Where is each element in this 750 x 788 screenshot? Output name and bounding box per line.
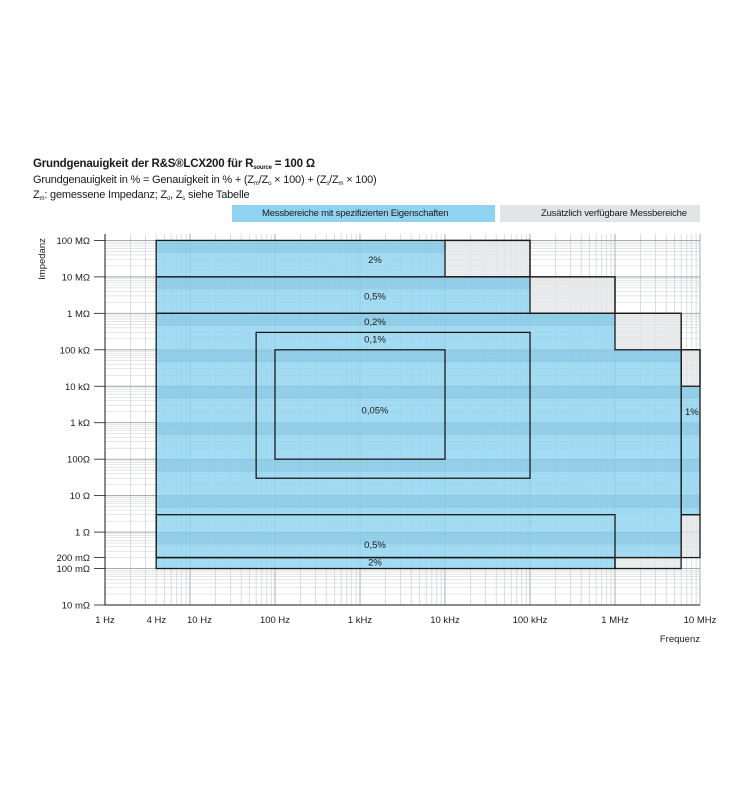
row-band — [156, 386, 700, 399]
x-tick-label: 100 kHz — [513, 615, 548, 626]
x-tick-label: 1 MHz — [601, 615, 629, 626]
additional-range-area — [445, 240, 530, 277]
subscript: m — [253, 181, 259, 187]
text-run: × 100) + (Z — [271, 174, 327, 186]
accuracy-label: 0,2% — [364, 317, 386, 328]
additional-range-outline — [680, 514, 701, 559]
region-outlines — [155, 239, 701, 570]
accuracy-label: 0,05% — [362, 406, 389, 417]
text-run: siehe Tabelle — [185, 189, 250, 201]
legend-label-additional: Zusätzlich verfügbare Messbereiche — [541, 208, 687, 219]
row-band — [156, 459, 700, 472]
accuracy-region-outline — [274, 349, 446, 460]
additional-range-outline — [614, 556, 682, 570]
additional-range-area — [681, 514, 700, 558]
text-run: × 100) — [343, 174, 377, 186]
x-tick-label: 1 Hz — [95, 615, 115, 626]
y-tick-label: 1 MΩ — [67, 309, 90, 320]
additional-range-area — [681, 349, 700, 387]
subscript: m — [338, 181, 344, 187]
subscript: o — [268, 181, 272, 187]
text-run: Z — [33, 189, 40, 201]
text-run: /Z — [329, 174, 339, 186]
y-tick-label: 200 mΩ — [56, 553, 90, 564]
subscript: s — [182, 196, 186, 202]
y-tick-label: 10 kΩ — [65, 382, 90, 393]
specified-range-area — [156, 240, 700, 569]
additional-range-area — [530, 276, 615, 314]
subscript: s — [326, 181, 330, 187]
x-tick-label: 10 kHz — [430, 615, 460, 626]
y-tick-label: 100 MΩ — [56, 236, 90, 247]
text-run: Grundgenauigkeit in % = Genauigkeit in %… — [33, 174, 254, 186]
y-tick-label: 10 MΩ — [62, 272, 90, 283]
axes — [94, 234, 700, 606]
subscript: o — [166, 196, 171, 202]
row-band — [156, 422, 700, 436]
text-run: , Z — [170, 189, 183, 201]
x-tick-label: 10 MHz — [684, 615, 717, 626]
y-tick-label: 100 kΩ — [60, 345, 90, 356]
row-band — [156, 313, 700, 326]
y-tick-label: 10 Ω — [70, 491, 90, 502]
x-tick-label: 4 Hz — [147, 615, 167, 626]
y-axis-title: Impedanz — [37, 238, 48, 280]
accuracy-label: 0,5% — [364, 540, 386, 551]
text-run: /Z — [258, 174, 269, 186]
additional-range-outline — [680, 349, 701, 387]
labels: 1 Hz 4 Hz 10 Hz 100 Hz 1 kHz 10 kHz 100 kHz 1 M… — [37, 236, 717, 645]
row-band — [156, 532, 700, 545]
accuracy-label: 2% — [368, 255, 382, 266]
formula-line: Grundgenauigkeit in % = Genauigkeit in %… — [33, 174, 377, 187]
x-tick-label: 1 kHz — [348, 615, 373, 626]
legend-swatch-additional — [500, 205, 700, 222]
y-tick-label: 10 mΩ — [62, 601, 90, 612]
y-tick-label: 100Ω — [67, 455, 90, 466]
y-tick-label: 1 Ω — [75, 528, 90, 539]
additional-range-outline — [444, 239, 531, 278]
legend-swatch-specified — [232, 205, 495, 222]
additional-range-outline — [529, 276, 616, 314]
row-band — [156, 495, 700, 509]
accuracy-label: 1% — [685, 407, 699, 418]
region-fills — [156, 240, 700, 569]
impedance-note: Zm: gemessene Impedanz; Zo, Zs siehe Tab… — [33, 189, 250, 202]
accuracy-label: 0,1% — [364, 334, 386, 345]
additional-range-area — [615, 557, 682, 569]
legend-label-specified: Messbereiche mit spezifizierten Eigensch… — [262, 208, 449, 219]
y-tick-label: 1 kΩ — [70, 418, 90, 429]
accuracy-label: 2% — [368, 558, 382, 569]
text-run: : gemessene Impedanz; Z — [44, 189, 167, 201]
x-tick-label: 100 Hz — [260, 615, 290, 626]
chart-title: Grundgenauigkeit der R&S®LCX200 für Rsou… — [33, 158, 315, 171]
accuracy-region-outline — [255, 331, 531, 479]
additional-range-area — [615, 313, 682, 350]
x-axis-title: Frequenz — [660, 634, 700, 645]
row-band — [156, 349, 700, 363]
y-tick-label: 100 mΩ — [56, 564, 90, 575]
subscript: m — [39, 196, 45, 202]
additional-range-outline — [614, 312, 682, 351]
accuracy-label: 0,5% — [364, 291, 386, 302]
x-tick-label: 10 Hz — [187, 615, 212, 626]
